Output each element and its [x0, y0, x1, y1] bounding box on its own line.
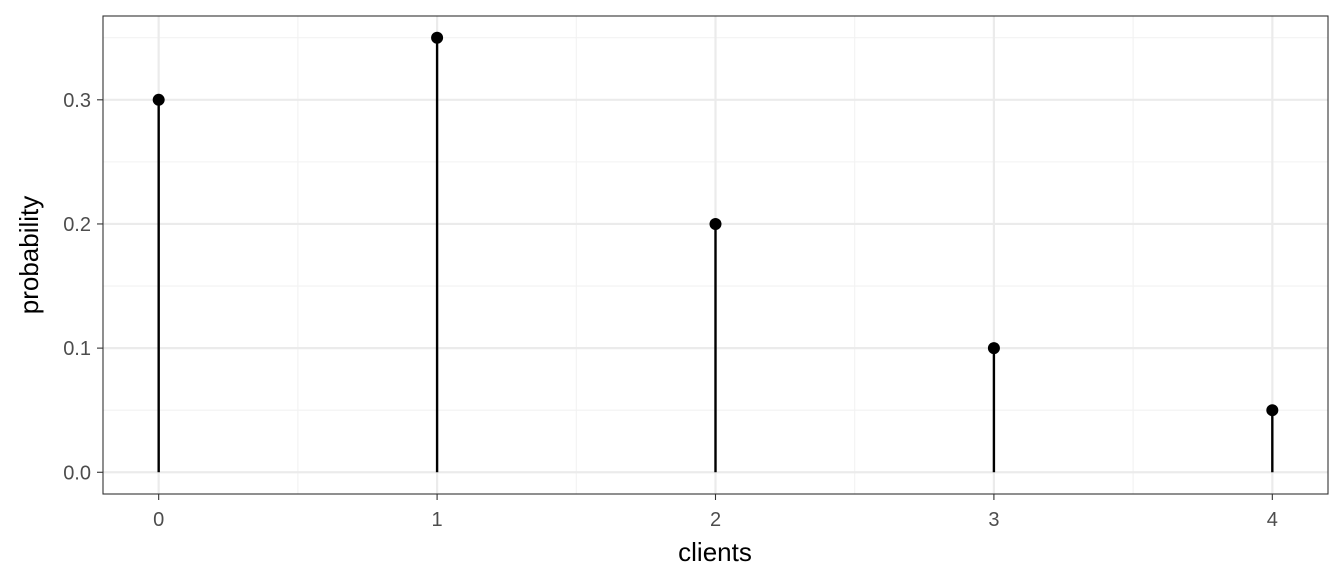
data-point-0 — [152, 93, 165, 106]
data-point-4 — [1266, 404, 1279, 417]
x-tick-label: 1 — [432, 509, 443, 531]
stems — [157, 37, 1274, 473]
y-tick-label: 0.1 — [63, 338, 91, 360]
data-point-2 — [709, 217, 722, 230]
x-axis-ticks: 0 1 2 3 4 — [153, 494, 1278, 531]
points — [152, 31, 1279, 417]
x-tick-label: 2 — [710, 509, 721, 531]
x-axis-title: clients — [678, 537, 752, 567]
y-tick-label: 0.3 — [63, 90, 91, 112]
y-tick-label: 0.2 — [63, 214, 91, 236]
y-axis-ticks: 0.0 0.1 0.2 0.3 — [63, 90, 103, 484]
y-tick-label: 0.0 — [63, 462, 91, 484]
x-tick-label: 4 — [1267, 509, 1278, 531]
data-point-3 — [987, 342, 1000, 355]
x-tick-label: 3 — [988, 509, 999, 531]
y-axis-title: probability — [14, 196, 44, 315]
data-point-1 — [431, 31, 444, 44]
x-tick-label: 0 — [153, 509, 164, 531]
